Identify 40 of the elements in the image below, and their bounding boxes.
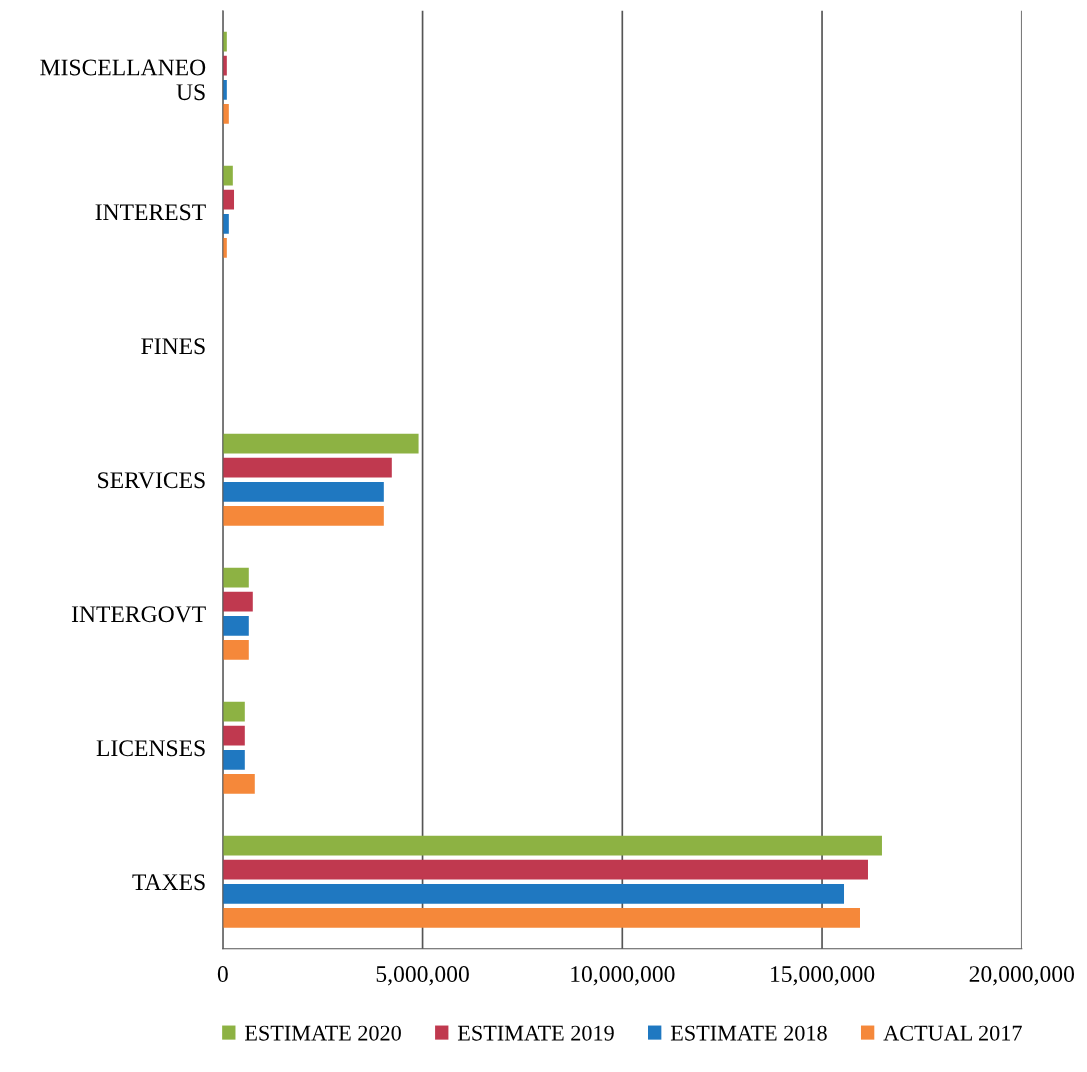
- x-tick-label: 5,000,000: [376, 966, 469, 986]
- y-tick-label: INTERGOVT: [71, 606, 206, 623]
- bar: [222, 835, 882, 856]
- bar: [222, 859, 868, 880]
- bar: [222, 640, 249, 660]
- y-tick-label: TAXES: [132, 874, 205, 891]
- bar: [222, 213, 229, 234]
- bar: [222, 908, 860, 928]
- y-tick-label: LICENSES: [96, 740, 205, 757]
- bar: [222, 165, 233, 186]
- bar: [222, 238, 227, 258]
- bar: [222, 433, 419, 454]
- bar: [222, 725, 245, 746]
- legend-label: ESTIMATE 2019: [457, 1025, 614, 1041]
- bar: [222, 457, 392, 478]
- x-tick-label: 20,000,000: [969, 966, 1074, 986]
- bar: [222, 55, 227, 76]
- bar: [222, 31, 227, 52]
- bar: [222, 104, 229, 124]
- y-tick-label: MISCELLANEO US: [40, 59, 206, 101]
- bar: [222, 749, 245, 770]
- bar: [222, 567, 249, 588]
- legend-label: ESTIMATE 2018: [670, 1025, 827, 1041]
- y-tick-label: SERVICES: [98, 472, 205, 489]
- x-tick-label: 10,000,000: [571, 966, 675, 986]
- bar: [222, 506, 384, 526]
- bar: [222, 189, 235, 210]
- legend-label: ACTUAL 2017: [883, 1025, 1022, 1041]
- bar: [222, 481, 384, 502]
- legend-label: ESTIMATE 2020: [245, 1025, 401, 1041]
- bar: [222, 883, 845, 904]
- x-tick-label: 0: [217, 966, 228, 982]
- y-tick-label: FINES: [141, 338, 205, 355]
- bar: [222, 774, 255, 794]
- bar: [222, 591, 253, 612]
- y-tick-label: INTEREST: [95, 204, 206, 221]
- bar: [222, 701, 245, 722]
- bar: [222, 79, 227, 100]
- bar: [222, 615, 249, 636]
- x-tick-label: 15,000,000: [771, 966, 875, 986]
